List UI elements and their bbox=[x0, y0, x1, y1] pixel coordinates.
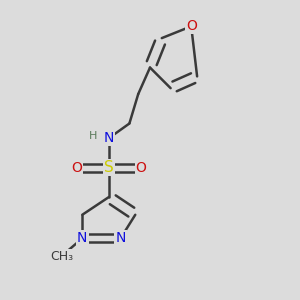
Text: O: O bbox=[186, 19, 197, 33]
Text: N: N bbox=[77, 231, 88, 245]
Text: O: O bbox=[136, 161, 147, 175]
Text: CH₃: CH₃ bbox=[50, 250, 73, 262]
Text: N: N bbox=[103, 131, 114, 145]
Text: S: S bbox=[104, 160, 114, 175]
Text: H: H bbox=[88, 131, 97, 141]
Text: O: O bbox=[71, 161, 82, 175]
Text: N: N bbox=[116, 231, 126, 245]
